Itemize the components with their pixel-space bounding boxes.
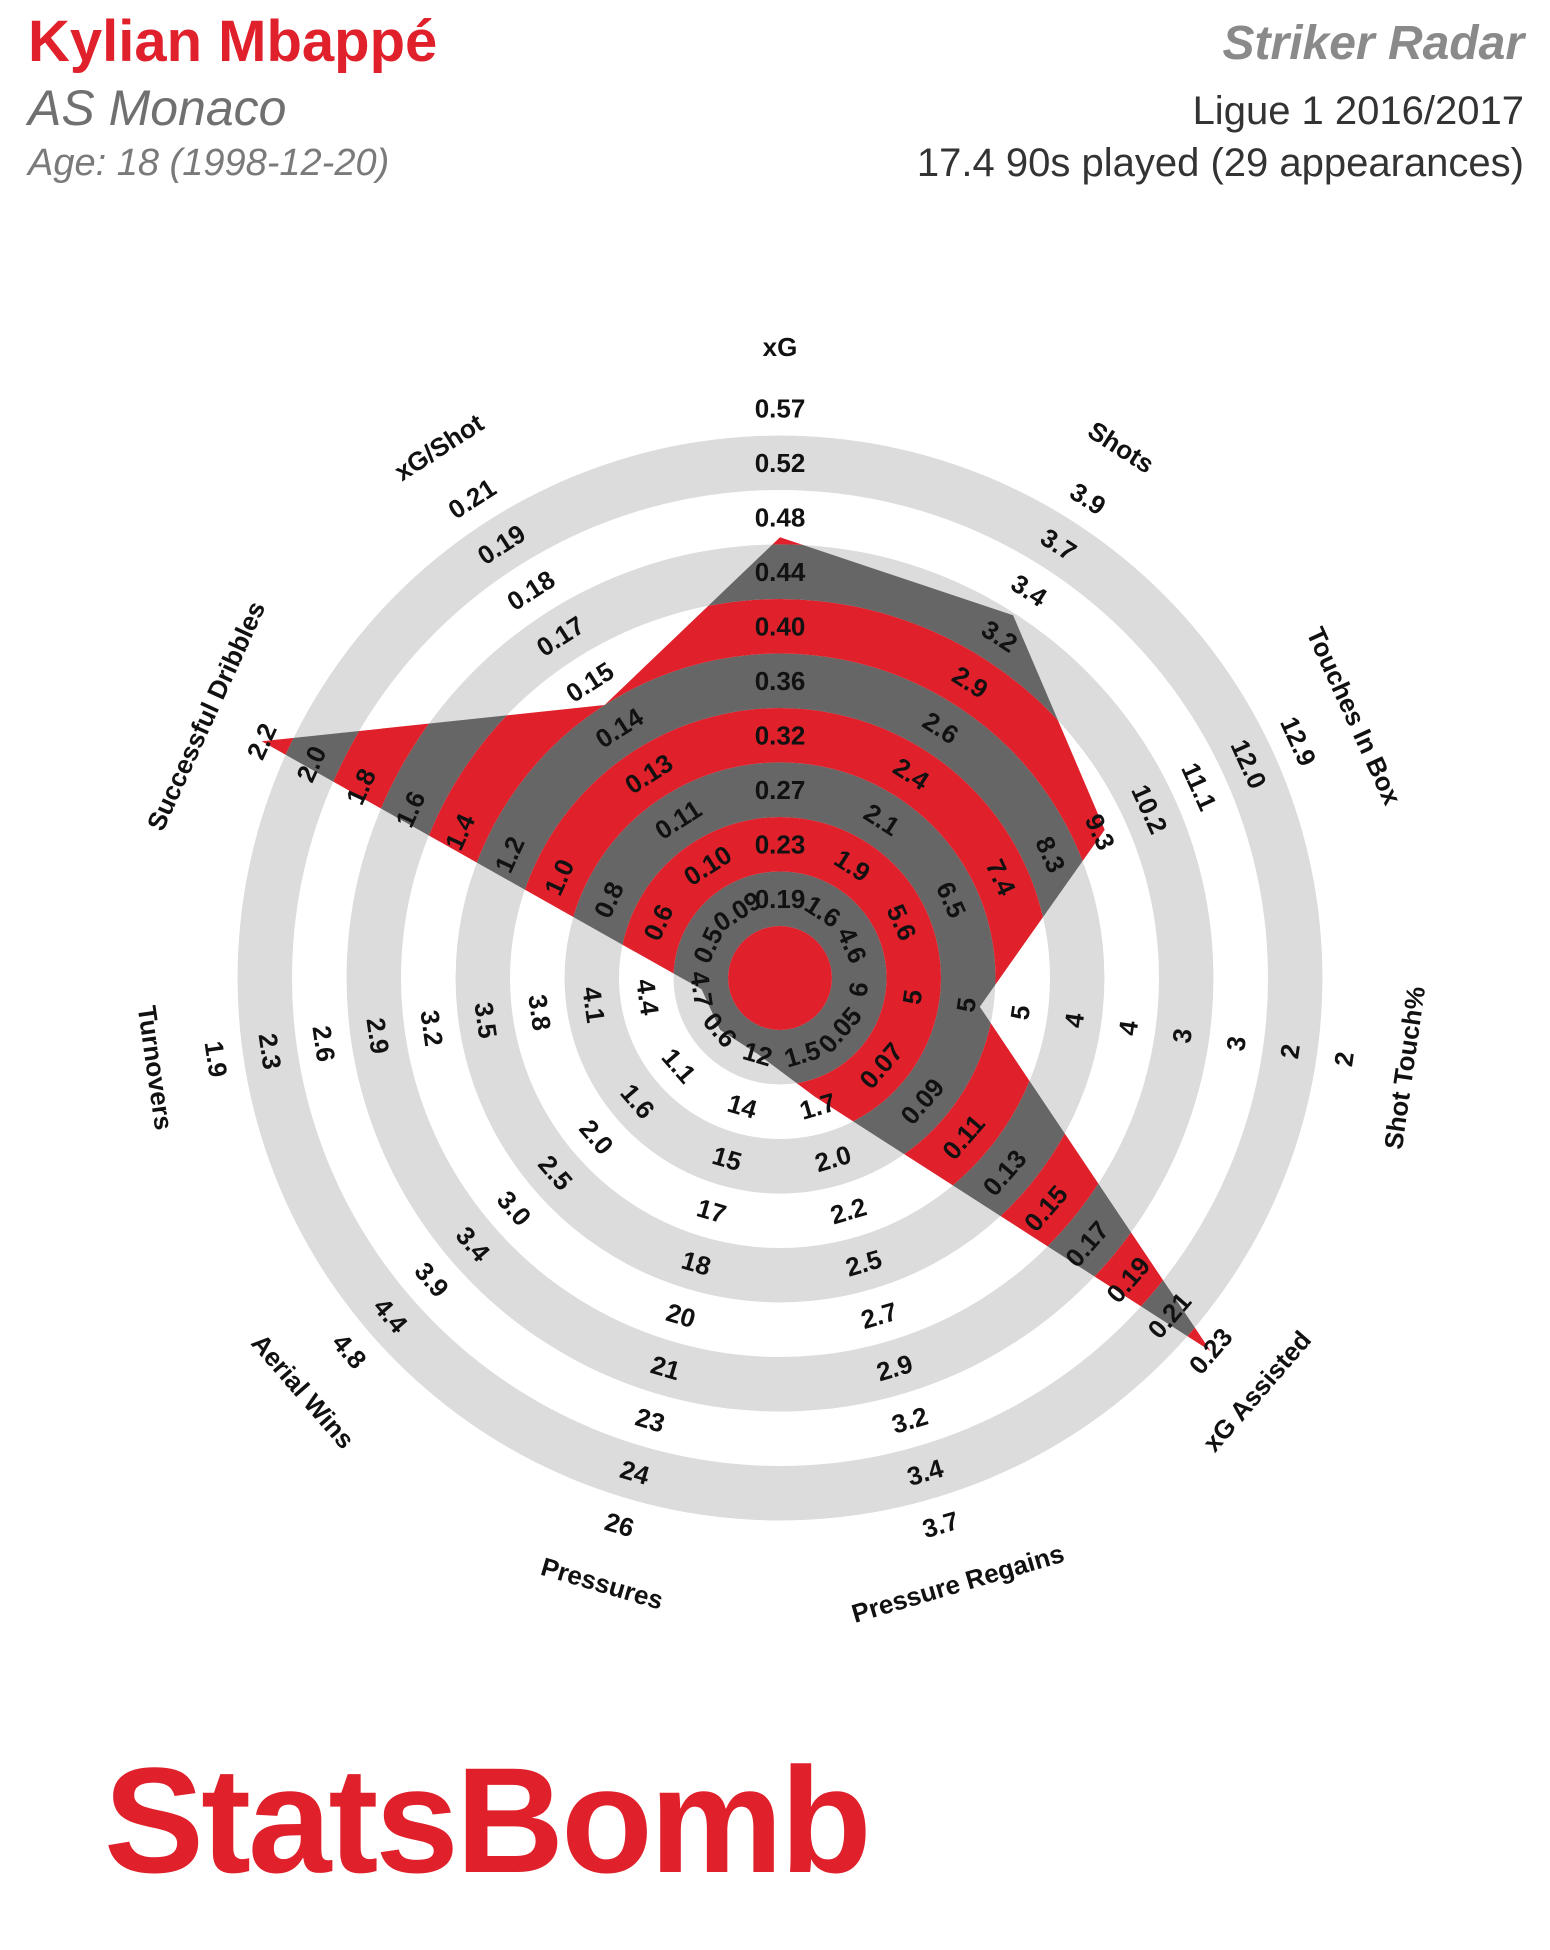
tick-label: 0.57 [755, 393, 806, 423]
team-name: AS Monaco [28, 80, 287, 136]
tick-label: 4.1 [576, 985, 611, 1025]
axis-label: Pressures [538, 1551, 667, 1615]
tick-label: 2 [1328, 1050, 1360, 1069]
tick-label: 0.48 [755, 502, 806, 532]
tick-label: 4 [1058, 1010, 1090, 1029]
tick-label: 4.4 [630, 977, 665, 1018]
tick-label: 4 [1112, 1018, 1144, 1037]
radar-title: Striker Radar [1222, 17, 1524, 70]
tick-label: 5 [1004, 1003, 1036, 1022]
competition-label: Ligue 1 2016/2017 [1192, 89, 1524, 133]
tick-label: 5 [897, 988, 929, 1007]
tick-label: 0.44 [755, 557, 806, 587]
tick-label: 4.7 [684, 969, 719, 1009]
tick-label: 3.5 [468, 1000, 503, 1040]
tick-label: 1.9 [199, 1039, 234, 1079]
axis-label: Turnovers [132, 1004, 180, 1132]
tick-label: 2.3 [253, 1031, 288, 1071]
tick-label: 3 [1166, 1027, 1198, 1046]
tick-label: 0.36 [755, 666, 806, 696]
age-line: Age: 18 (1998-12-20) [28, 142, 390, 184]
tick-label: 2 [1274, 1042, 1306, 1061]
statsbomb-logo: StatsBomb [104, 1736, 872, 1904]
tick-label: 2.6 [306, 1024, 341, 1064]
tick-label: 3 [1220, 1034, 1252, 1053]
tick-label: 0.27 [755, 775, 806, 805]
player-name: Kylian Mbappé [28, 9, 438, 74]
polygon-center [727, 925, 833, 1031]
tick-label: 3.2 [414, 1008, 449, 1048]
tick-label: 5 [950, 996, 982, 1015]
tick-label: 0.32 [755, 720, 806, 750]
polygon-band-1 [673, 871, 887, 1085]
tick-label: 0.40 [755, 611, 806, 641]
axis-label: Shots [1083, 415, 1160, 479]
tick-label: 6 [843, 980, 875, 999]
tick-label: 0.23 [755, 829, 806, 859]
tick-label: 3.8 [522, 992, 557, 1032]
axis-label: xG [763, 332, 798, 362]
tick-label: 2.9 [360, 1016, 395, 1056]
axis-label: Shot Touch% [1378, 984, 1431, 1151]
tick-label: 0.52 [755, 448, 806, 478]
minutes-played-label: 17.4 90s played (29 appearances) [916, 141, 1524, 185]
tick-label: 0.19 [755, 884, 806, 914]
